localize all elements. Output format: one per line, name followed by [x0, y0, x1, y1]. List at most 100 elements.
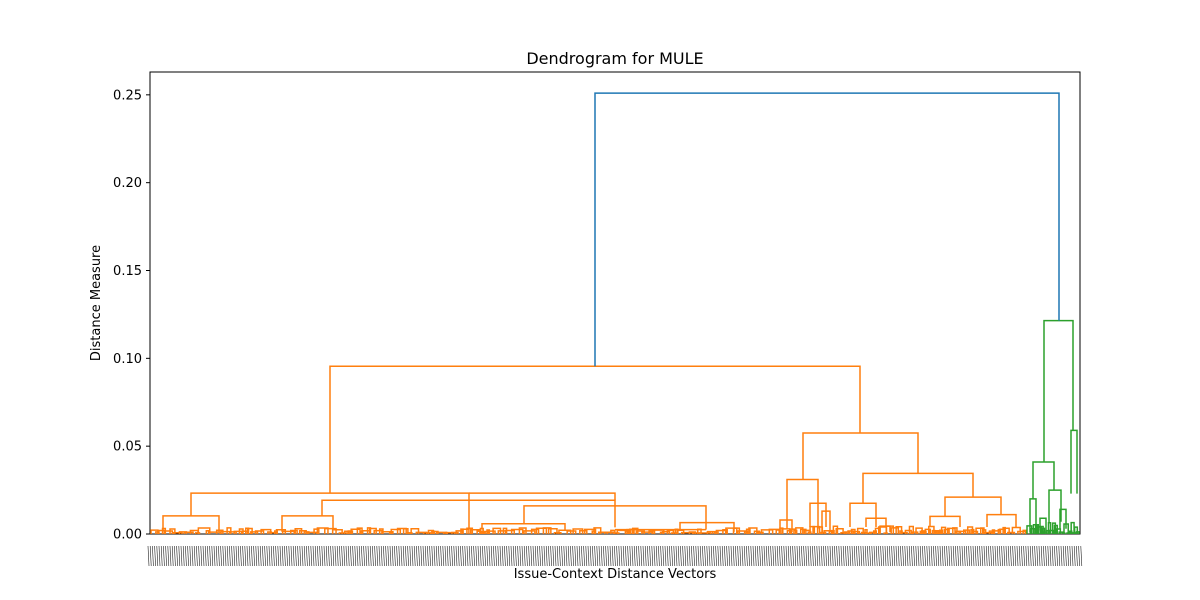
dendrogram-link — [250, 531, 259, 534]
leaf-labels — [147, 545, 1083, 567]
dendrogram-link — [542, 527, 552, 534]
dendrogram-link — [1011, 526, 1021, 534]
leaf-tick-label — [191, 545, 194, 567]
leaf-tick-label — [594, 545, 596, 567]
leaf-tick-label — [816, 545, 819, 567]
dendrogram-link — [347, 530, 354, 534]
leaf-tick-label — [431, 545, 434, 567]
leaf-tick-label — [849, 545, 852, 567]
leaf-tick-label — [497, 545, 500, 567]
leaf-tick-label — [253, 545, 255, 567]
dendrogram-link — [390, 528, 402, 534]
leaf-tick-label — [1051, 545, 1054, 567]
leaf-tick-label — [473, 545, 475, 567]
dendrogram-link — [194, 532, 201, 534]
dendrogram-link — [593, 527, 602, 534]
leaf-tick-label — [779, 545, 781, 567]
dendrogram-link — [1039, 517, 1047, 531]
leaf-tick-label — [787, 545, 790, 567]
leaf-tick-label — [486, 545, 489, 567]
y-tick-label: 0.05 — [113, 440, 142, 455]
leaf-tick-label — [796, 545, 799, 567]
leaf-tick-label — [809, 545, 812, 567]
leaf-tick-label — [281, 545, 284, 567]
dendrogram-link — [799, 528, 807, 534]
dendrogram-link — [821, 510, 831, 533]
leaf-tick-label — [240, 545, 242, 567]
leaf-tick-label — [196, 545, 198, 567]
leaf-tick-label — [479, 545, 482, 567]
leaf-tick-label — [614, 545, 616, 567]
dendrogram-link — [864, 528, 868, 534]
leaf-tick-label — [204, 545, 207, 567]
leaf-tick-label — [528, 545, 530, 567]
leaf-tick-label — [446, 545, 449, 567]
leaf-tick-label — [988, 545, 990, 567]
leaf-tick-label — [413, 545, 416, 567]
leaf-tick-label — [512, 545, 515, 567]
leaf-tick-label — [567, 545, 570, 567]
leaf-tick-label — [743, 545, 746, 567]
leaf-tick-label — [295, 545, 297, 567]
leaf-tick-label — [369, 545, 372, 567]
leaf-tick-label — [710, 545, 713, 567]
leaf-tick-label — [636, 545, 638, 567]
dendrogram-link — [396, 527, 407, 534]
leaf-tick-label — [237, 545, 240, 567]
leaf-tick-label — [288, 545, 291, 567]
leaf-tick-label — [917, 545, 920, 567]
leaf-tick-label — [517, 545, 519, 567]
leaf-tick-label — [939, 545, 942, 567]
leaf-tick-label — [229, 545, 231, 567]
dendrogram-link — [190, 492, 470, 530]
dendrogram-link — [1029, 498, 1037, 533]
leaf-tick-label — [548, 545, 550, 567]
leaf-tick-label — [462, 545, 464, 567]
leaf-tick-label — [827, 545, 830, 567]
leaf-tick-label — [1032, 545, 1034, 567]
leaf-tick-label — [655, 545, 658, 567]
leaf-tick-label — [644, 545, 647, 567]
leaf-tick-label — [556, 545, 559, 567]
leaf-tick-label — [526, 545, 528, 567]
dendrogram-link — [162, 515, 220, 533]
leaf-tick-label — [699, 545, 702, 567]
dendrogram-link — [840, 532, 848, 534]
dendrogram-link — [963, 529, 971, 534]
leaf-tick-label — [356, 545, 359, 567]
dendrogram-link — [706, 530, 716, 534]
leaf-tick-label — [906, 545, 909, 567]
leaf-tick-label — [255, 545, 258, 567]
leaf-tick-label — [1010, 545, 1012, 567]
leaf-tick-label — [330, 545, 332, 567]
leaf-tick-label — [565, 545, 568, 567]
leaf-tick-label — [814, 545, 816, 567]
leaf-tick-label — [1027, 545, 1030, 567]
leaf-tick-label — [812, 545, 814, 567]
leaf-tick-label — [675, 545, 678, 567]
leaf-tick-label — [242, 545, 244, 567]
leaf-tick-label — [308, 545, 310, 567]
leaf-tick-label — [1021, 545, 1023, 567]
leaf-tick-label — [396, 545, 398, 567]
leaf-tick-label — [825, 545, 827, 567]
dendrogram-link — [594, 92, 1060, 367]
leaf-tick-label — [262, 545, 264, 567]
leaf-tick-label — [823, 545, 825, 567]
leaf-tick-label — [748, 545, 750, 567]
leaf-tick-label — [1049, 545, 1052, 567]
leaf-tick-label — [435, 545, 438, 567]
leaf-tick-label — [317, 545, 319, 567]
leaf-tick-label — [913, 545, 915, 567]
leaf-tick-label — [189, 545, 192, 567]
leaf-tick-label — [878, 545, 880, 567]
leaf-tick-label — [279, 545, 282, 567]
dendrogram-link — [535, 527, 548, 534]
leaf-tick-label — [185, 545, 187, 567]
leaf-tick-label — [209, 545, 211, 567]
leaf-tick-label — [693, 545, 695, 567]
leaf-tick-label — [873, 545, 876, 567]
leaf-tick-label — [323, 545, 326, 567]
leaf-tick-label — [915, 545, 918, 567]
